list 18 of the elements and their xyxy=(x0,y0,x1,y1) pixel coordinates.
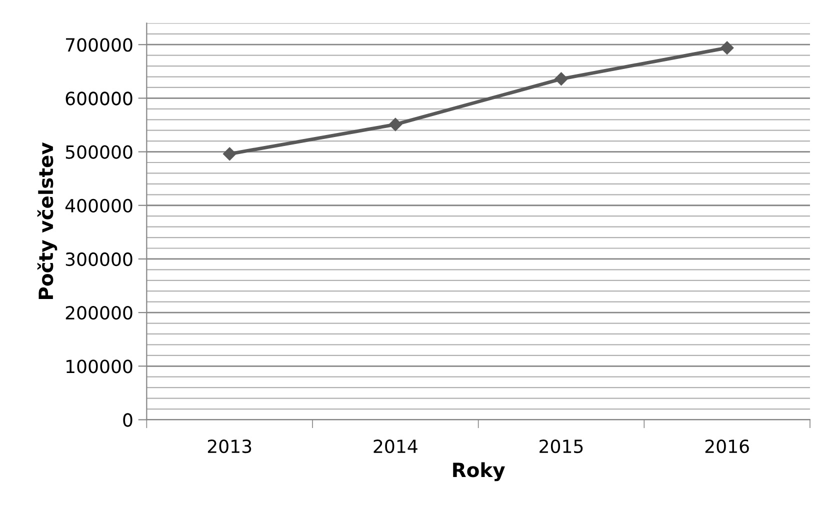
x-tick-label: 2013 xyxy=(208,439,252,454)
x-tick-label: 2014 xyxy=(374,439,418,454)
y-tick-label: 500000 xyxy=(66,145,132,159)
x-axis-title: Roky xyxy=(453,462,505,482)
y-tick-label: 300000 xyxy=(66,252,132,266)
point xyxy=(223,147,236,161)
point xyxy=(554,72,568,86)
y-axis-title: Počty včelstev xyxy=(37,142,58,299)
y-tick-label: 600000 xyxy=(66,92,132,106)
y-tick-label: 700000 xyxy=(66,38,132,52)
point xyxy=(720,41,734,54)
x-tick-label: 2016 xyxy=(705,439,749,454)
x-tick-label: 2015 xyxy=(540,439,583,454)
y-tick-label: 100000 xyxy=(66,360,132,374)
y-tick-label: 200000 xyxy=(66,306,132,320)
y-tick-label: 400000 xyxy=(65,198,132,212)
point xyxy=(388,118,402,132)
y-tick-label: 0 xyxy=(123,413,132,427)
